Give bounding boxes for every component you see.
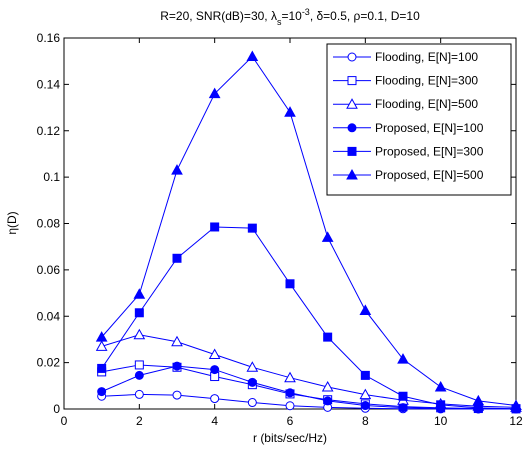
data-point <box>285 401 295 411</box>
legend-entry: Proposed, E[N]=100 <box>333 121 484 135</box>
y-tick-label: 0.1 <box>43 170 60 184</box>
legend-entry: Proposed, E[N]=500 <box>333 168 484 182</box>
data-point <box>134 370 144 380</box>
x-tick-label: 0 <box>61 414 68 428</box>
data-point <box>172 361 182 371</box>
legend-entry: Proposed, E[N]=300 <box>333 144 484 158</box>
series-line <box>101 365 517 410</box>
data-point <box>134 308 144 318</box>
x-tick-label: 10 <box>434 414 448 428</box>
series-line <box>101 55 517 407</box>
data-point <box>285 388 295 398</box>
title-subscript: s <box>277 17 282 27</box>
legend-marker <box>346 98 358 109</box>
title-mid: =10 <box>281 9 302 23</box>
x-tick-label: 4 <box>211 414 218 428</box>
data-point <box>171 335 183 347</box>
legend-marker <box>347 52 357 62</box>
data-point <box>397 353 409 364</box>
series-line <box>101 226 517 410</box>
data-point <box>360 401 370 411</box>
y-tick-label: 0.04 <box>37 309 61 323</box>
data-point <box>208 87 221 99</box>
data-point <box>134 389 144 399</box>
x-tick-label: 6 <box>287 414 294 428</box>
data-point <box>210 365 220 375</box>
data-point <box>246 361 259 372</box>
data-point <box>323 396 333 406</box>
data-point <box>247 377 257 387</box>
legend-marker <box>347 123 357 133</box>
data-point <box>95 331 108 342</box>
data-point <box>359 388 372 400</box>
data-point <box>172 390 182 400</box>
series-layer <box>95 50 522 414</box>
legend-entry: Flooding, E[N]=500 <box>333 97 478 111</box>
data-point <box>133 288 146 299</box>
legend-label: Proposed, E[N]=500 <box>375 168 484 182</box>
data-point <box>321 231 334 242</box>
data-point <box>360 370 370 380</box>
data-point <box>171 164 183 175</box>
series-line <box>101 334 517 408</box>
x-axis-label: r (bits/sec/Hz) <box>253 431 327 445</box>
data-point <box>510 399 522 411</box>
y-tick-label: 0.12 <box>37 124 61 138</box>
y-axis-label: η(D) <box>5 211 19 234</box>
data-point <box>284 106 296 117</box>
x-tick-label: 2 <box>136 414 143 428</box>
y-tick-label: 0.08 <box>37 217 61 231</box>
data-point <box>247 398 257 408</box>
data-point <box>472 394 485 406</box>
legend-label: Flooding, E[N]=100 <box>375 50 478 64</box>
legend-entry: Flooding, E[N]=100 <box>333 50 478 64</box>
y-tick-label: 0.16 <box>37 31 61 45</box>
data-point <box>208 348 221 360</box>
data-point <box>436 400 446 410</box>
series-4 <box>97 222 521 414</box>
legend-label: Proposed, E[N]=100 <box>375 121 484 135</box>
data-point <box>97 363 107 373</box>
legend: Flooding, E[N]=100 Flooding, E[N]=300 Floo… <box>326 43 512 196</box>
y-axis-label-symbol: η <box>5 228 19 235</box>
legend-box <box>326 43 512 196</box>
legend-marker <box>347 146 357 156</box>
data-point <box>95 340 108 351</box>
title-rest: , δ=0.5, ρ=0.1, D=10 <box>310 9 420 23</box>
data-point <box>133 328 146 340</box>
data-point <box>210 222 220 232</box>
data-point <box>172 253 182 263</box>
y-tick-label: 0.02 <box>37 356 61 370</box>
x-tick-label: 8 <box>362 414 369 428</box>
legend-entry: Flooding, E[N]=300 <box>333 74 478 88</box>
title-main: R=20, SNR(dB)=30, λ <box>160 9 277 23</box>
data-point <box>285 279 295 289</box>
data-point <box>434 380 447 392</box>
data-point <box>398 403 408 413</box>
legend-label: Flooding, E[N]=500 <box>375 97 478 111</box>
legend-label: Proposed, E[N]=300 <box>375 144 484 158</box>
series-5 <box>95 50 522 411</box>
legend-marker <box>347 76 357 86</box>
data-point <box>210 394 220 404</box>
data-point <box>359 304 372 315</box>
data-point <box>321 380 334 392</box>
y-axis-label-rest: (D) <box>5 211 19 228</box>
y-tick-label: 0.14 <box>37 77 61 91</box>
data-point <box>323 332 333 342</box>
data-point <box>247 223 257 233</box>
data-point <box>134 360 144 370</box>
title-superscript: -3 <box>302 7 310 17</box>
y-tick-label: 0 <box>53 402 60 416</box>
legend-marker <box>346 168 358 180</box>
data-point <box>284 371 296 383</box>
legend-label: Flooding, E[N]=300 <box>375 74 478 88</box>
data-point <box>398 391 408 401</box>
x-tick-label: 12 <box>509 414 523 428</box>
chart-title: R=20, SNR(dB)=30, λs=10-3, δ=0.5, ρ=0.1,… <box>160 7 420 27</box>
data-point <box>97 387 107 397</box>
data-point <box>246 50 259 62</box>
y-tick-label: 0.06 <box>37 263 61 277</box>
